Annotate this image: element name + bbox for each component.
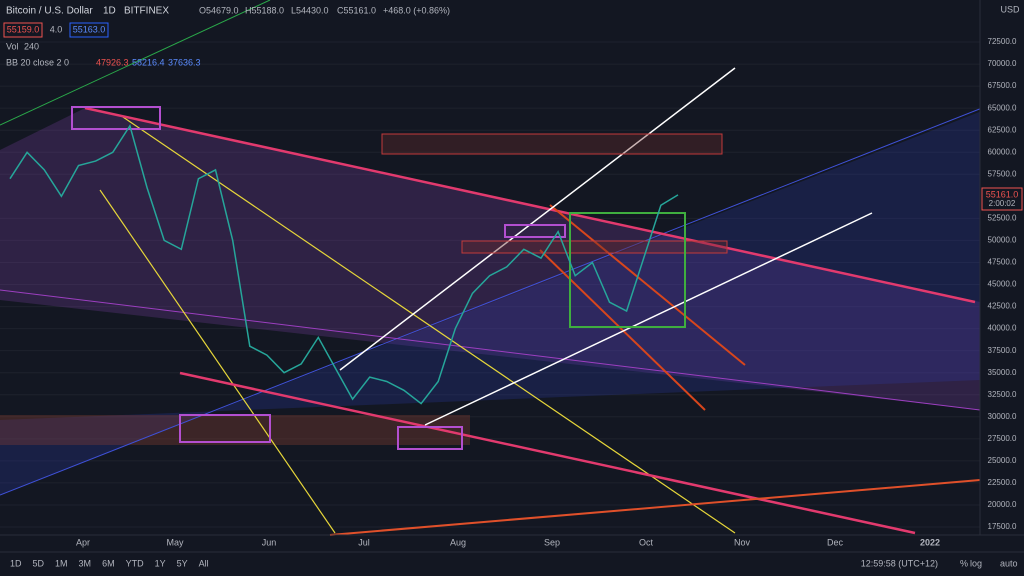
- channel-fill: [0, 100, 1010, 495]
- box: [381, 133, 723, 155]
- y-tick-label: 60000.0: [988, 147, 1017, 156]
- ohlc: L54430.0: [291, 5, 329, 15]
- box: [179, 414, 271, 443]
- y-tick-label: 40000.0: [988, 324, 1017, 333]
- sell-button[interactable]: [3, 22, 43, 38]
- last-price: 55161.0: [986, 189, 1019, 199]
- x-tick-label: Jun: [262, 537, 277, 547]
- x-tick-label: May: [166, 537, 184, 547]
- y-tick-label: 37500.0: [988, 346, 1017, 355]
- sell-price: 55159.0: [7, 24, 40, 34]
- triangle-fill: [0, 108, 980, 410]
- y-tick-label: 35000.0: [988, 368, 1017, 377]
- y-tick-label: 20000.0: [988, 500, 1017, 509]
- y-tick-label: 30000.0: [988, 412, 1017, 421]
- y-tick-label: 27500.0: [988, 434, 1017, 443]
- y-tick-label: 50000.0: [988, 236, 1017, 245]
- trendline: [99, 189, 336, 534]
- drawings: [0, 0, 1011, 536]
- y-tick-label: 65000.0: [988, 103, 1017, 112]
- percent[interactable]: %: [960, 558, 968, 568]
- buy-button[interactable]: [69, 22, 109, 38]
- trendline: [0, 96, 1011, 496]
- range-button[interactable]: 5D: [33, 558, 45, 568]
- range-button[interactable]: 1D: [10, 558, 22, 568]
- y-tick-label: 22500.0: [988, 478, 1017, 487]
- currency[interactable]: USD: [1000, 4, 1020, 14]
- ohlc: H55188.0: [245, 5, 284, 15]
- volume-value: 240: [24, 41, 39, 51]
- range-button[interactable]: 3M: [79, 558, 92, 568]
- range-button[interactable]: 5Y: [177, 558, 188, 568]
- clock: 12:59:58 (UTC+12): [861, 558, 938, 568]
- trendline: [119, 114, 736, 534]
- box: [397, 426, 463, 450]
- trendline: [179, 371, 916, 535]
- bb-value: 47926.3: [96, 57, 129, 67]
- trendline: [339, 67, 736, 371]
- y-tick-label: 72500.0: [988, 37, 1017, 46]
- trendline: [329, 479, 981, 536]
- price-line: [9, 123, 679, 405]
- volume-name: Vol: [6, 41, 19, 51]
- y-tick-label: 32500.0: [988, 390, 1017, 399]
- log[interactable]: log: [970, 558, 982, 568]
- ohlc: +468.0 (+0.86%): [383, 5, 450, 15]
- trendline: [0, 0, 271, 126]
- countdown: 2:00:02: [989, 199, 1016, 208]
- box: [461, 240, 728, 254]
- auto[interactable]: auto: [1000, 558, 1018, 568]
- y-tick-label: 70000.0: [988, 59, 1017, 68]
- x-tick-label: Oct: [639, 537, 654, 547]
- trendline: [549, 204, 746, 366]
- box: [569, 212, 686, 328]
- buy-price: 55163.0: [73, 24, 106, 34]
- trendline: [84, 106, 976, 304]
- price-tag: [981, 187, 1023, 211]
- x-tick-label: Sep: [544, 537, 560, 547]
- range-button[interactable]: YTD: [126, 558, 145, 568]
- y-tick-label: 52500.0: [988, 214, 1017, 223]
- y-tick-label: 57500.0: [988, 169, 1017, 178]
- x-tick-label: Apr: [76, 537, 90, 547]
- trendline: [0, 289, 981, 411]
- y-tick-label: 25000.0: [988, 456, 1017, 465]
- x-tick-label: Dec: [827, 537, 844, 547]
- exchange[interactable]: BITFINEX: [124, 6, 169, 17]
- x-tick-label: Jul: [358, 537, 370, 547]
- y-tick-label: 42500.0: [988, 302, 1017, 311]
- box: [71, 106, 161, 130]
- symbol[interactable]: Bitcoin / U.S. Dollar: [6, 6, 93, 17]
- price-axis: [980, 0, 1024, 535]
- spread: 4.0: [50, 24, 63, 34]
- range-button[interactable]: 1M: [55, 558, 68, 568]
- range-button[interactable]: 6M: [102, 558, 115, 568]
- interval[interactable]: 1D: [103, 6, 116, 17]
- bb-name: BB 20 close 2 0: [6, 57, 69, 67]
- y-tick-label: 62500.0: [988, 125, 1017, 134]
- ohlc: C55161.0: [337, 5, 376, 15]
- y-tick-label: 67500.0: [988, 81, 1017, 90]
- box: [504, 224, 566, 238]
- bb-value: 37636.3: [168, 57, 201, 67]
- ohlc: O54679.0: [199, 5, 239, 15]
- bb-value: 58216.4: [132, 57, 165, 67]
- y-tick-label: 17500.0: [988, 522, 1017, 531]
- x-tick-label: Nov: [734, 537, 751, 547]
- trendline: [424, 212, 873, 426]
- x-tick-label: Aug: [450, 537, 466, 547]
- range-button[interactable]: All: [199, 558, 209, 568]
- trendline: [539, 249, 706, 411]
- x-tick-label: 2022: [920, 537, 940, 547]
- y-tick-label: 45000.0: [988, 280, 1017, 289]
- zone: [0, 415, 470, 445]
- range-button[interactable]: 1Y: [155, 558, 166, 568]
- y-tick-label: 47500.0: [988, 258, 1017, 267]
